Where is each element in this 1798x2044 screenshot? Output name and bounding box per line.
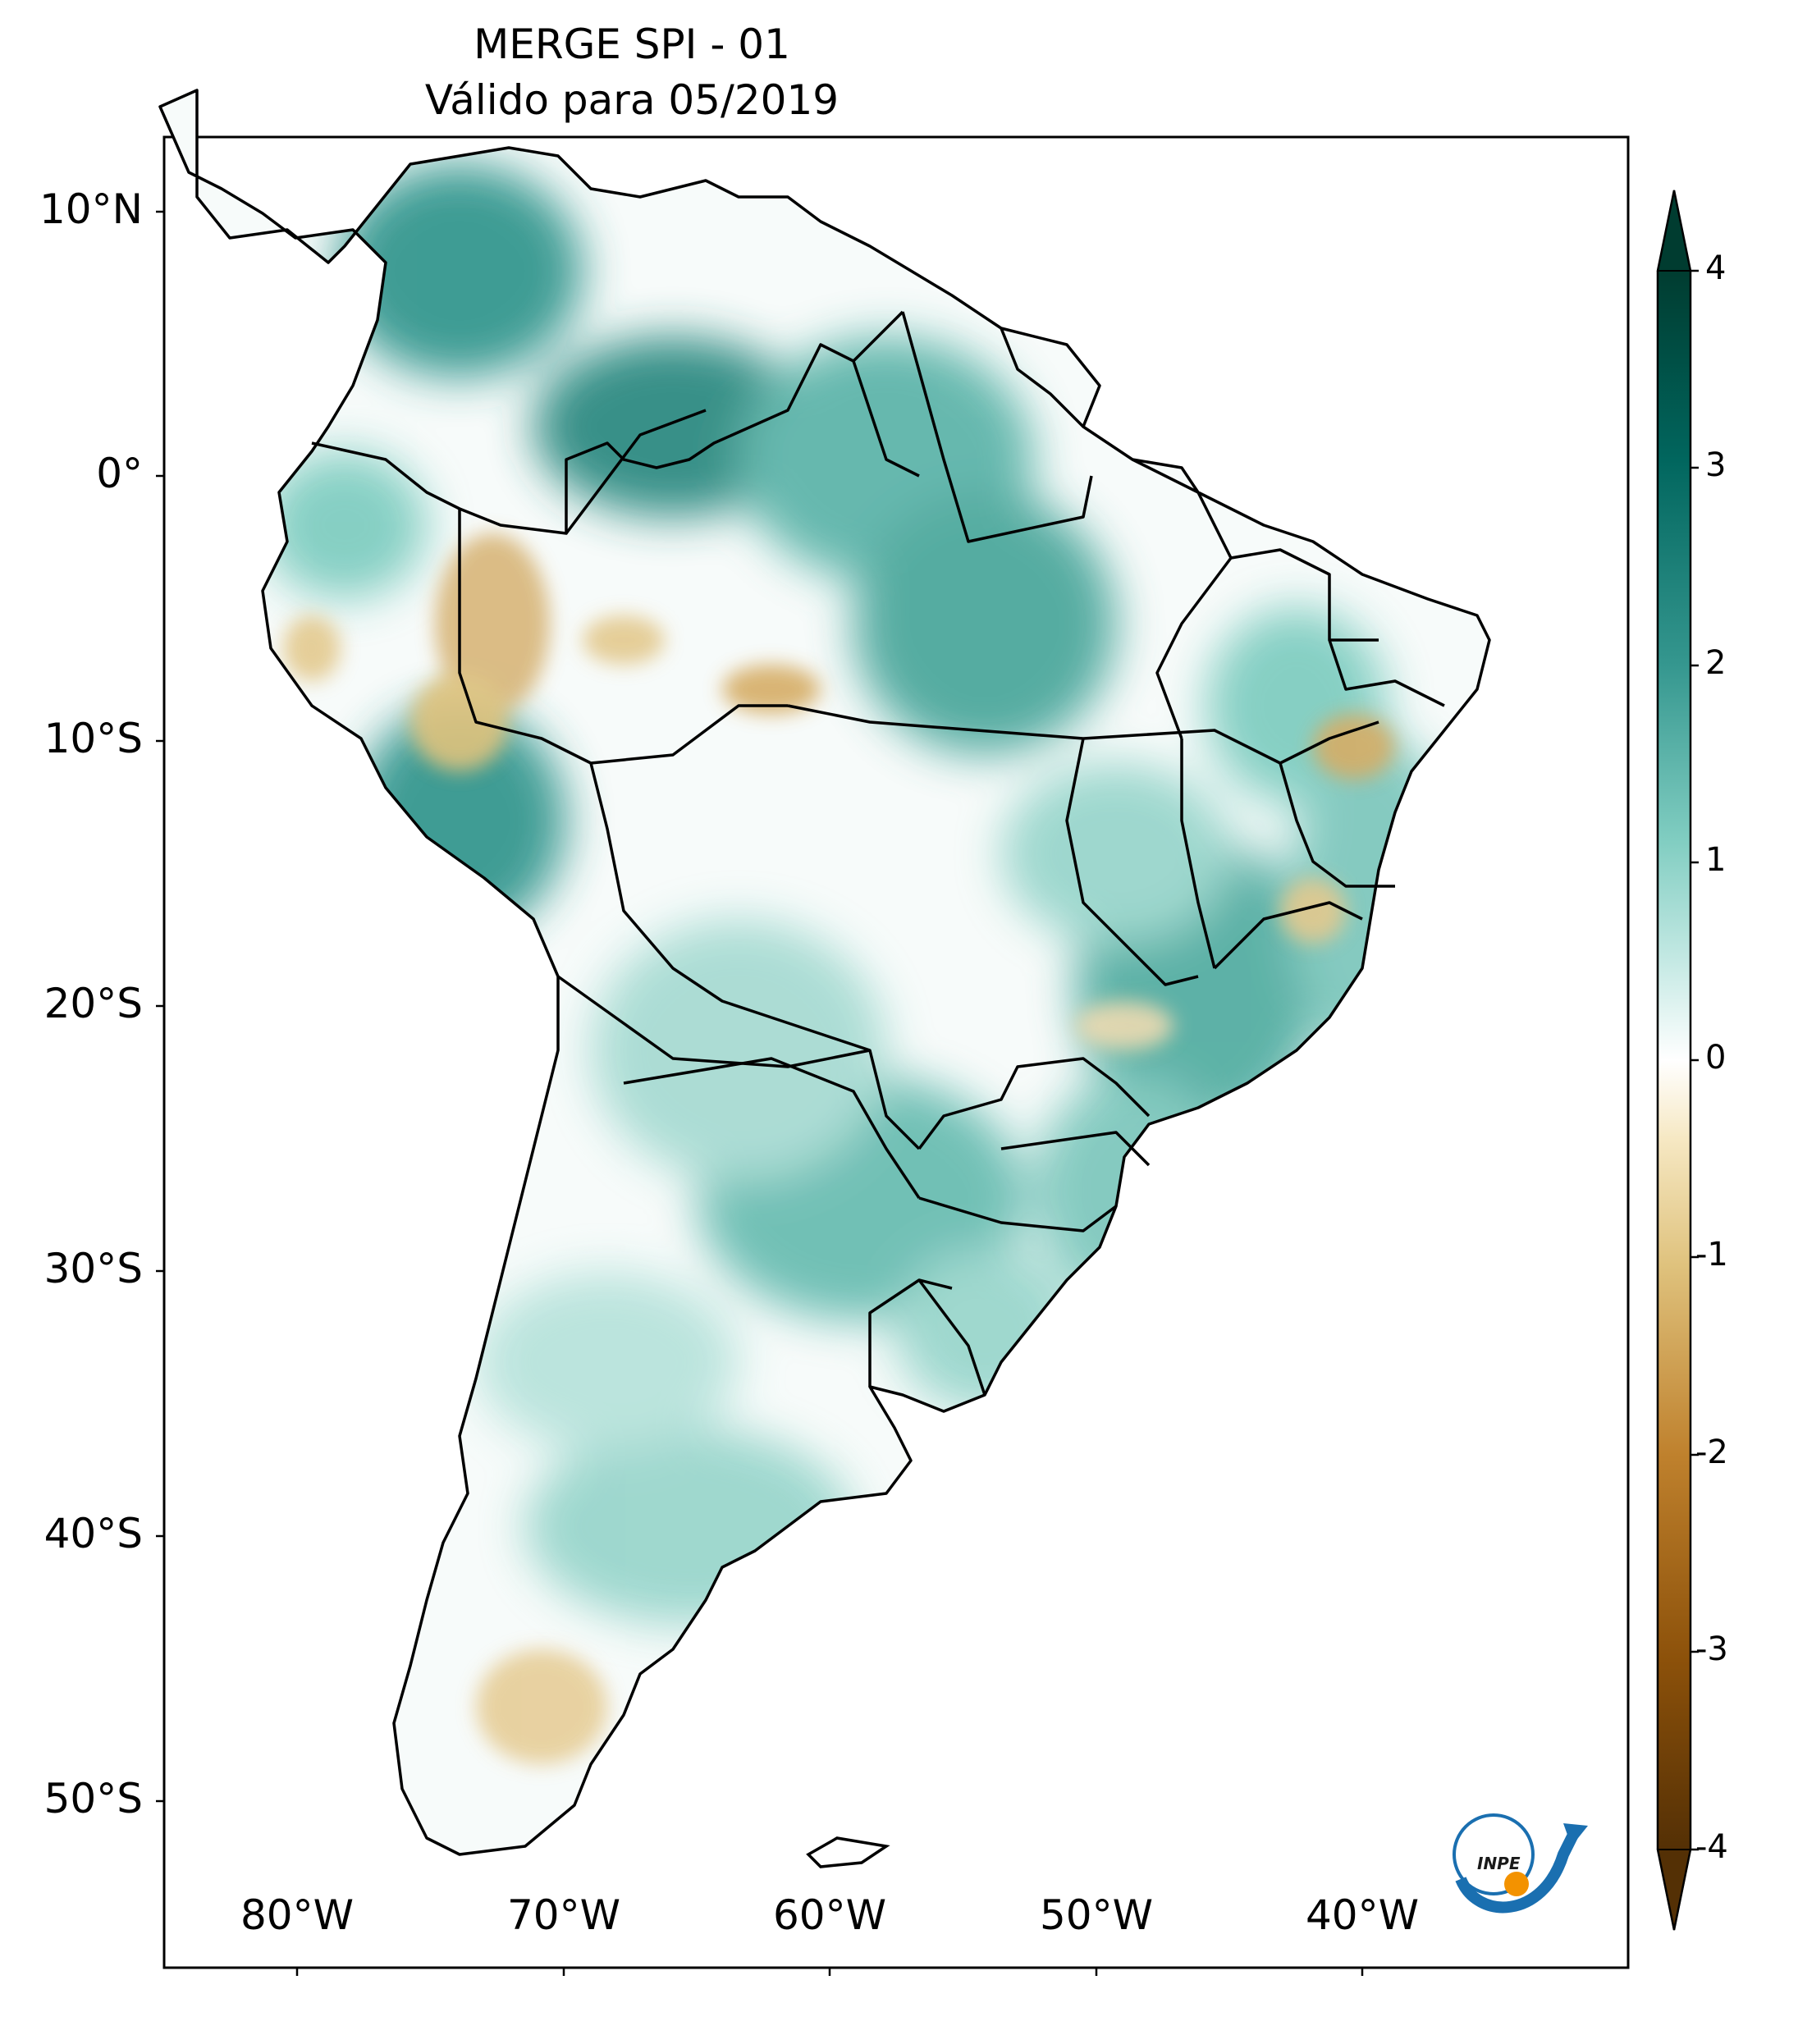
lat-tick-label: 10°S	[43, 715, 143, 762]
map-title: MERGE SPI - 01	[474, 21, 790, 68]
borders	[158, 89, 1491, 1856]
colorbar-label: -1	[1695, 1236, 1728, 1273]
colorbar-min-extend	[1656, 1849, 1692, 1931]
axis-ticks	[156, 210, 1364, 1976]
falkland-islands	[806, 1836, 890, 1868]
colorbar-max-extend	[1656, 190, 1692, 272]
colorbar-ticks	[1690, 269, 1699, 1851]
lon-tick-label: 80°W	[240, 1891, 355, 1939]
colorbar-label: 3	[1705, 446, 1727, 484]
colorbar-label: 1	[1705, 841, 1727, 879]
lon-tick-label: 50°W	[1039, 1891, 1154, 1939]
colorbar-body	[1658, 271, 1690, 1850]
colorbar-label: 2	[1705, 644, 1727, 682]
inpe-logo-text: INPE	[1477, 1854, 1521, 1873]
colorbar-label: -2	[1695, 1434, 1728, 1471]
lat-tick-label: 30°S	[43, 1245, 143, 1292]
lat-tick-label: 40°S	[43, 1510, 143, 1557]
lon-tick-label: 40°W	[1305, 1891, 1420, 1939]
inpe-logo: INPE	[1453, 1813, 1588, 1914]
lon-tick-label: 60°W	[772, 1891, 887, 1939]
lat-tick-label: 0°	[96, 450, 143, 497]
lon-tick-label: 70°W	[506, 1891, 621, 1939]
lat-tick-label: 10°N	[39, 185, 143, 233]
colorbar-label: 4	[1705, 249, 1727, 287]
lat-tick-label: 50°S	[43, 1775, 143, 1822]
colorbar-label: -3	[1695, 1630, 1728, 1668]
colorbar-label: -4	[1695, 1828, 1728, 1866]
lat-tick-label: 20°S	[43, 980, 143, 1027]
map-subtitle: Válido para 05/2019	[424, 76, 840, 124]
colorbar-label: 0	[1705, 1039, 1727, 1077]
